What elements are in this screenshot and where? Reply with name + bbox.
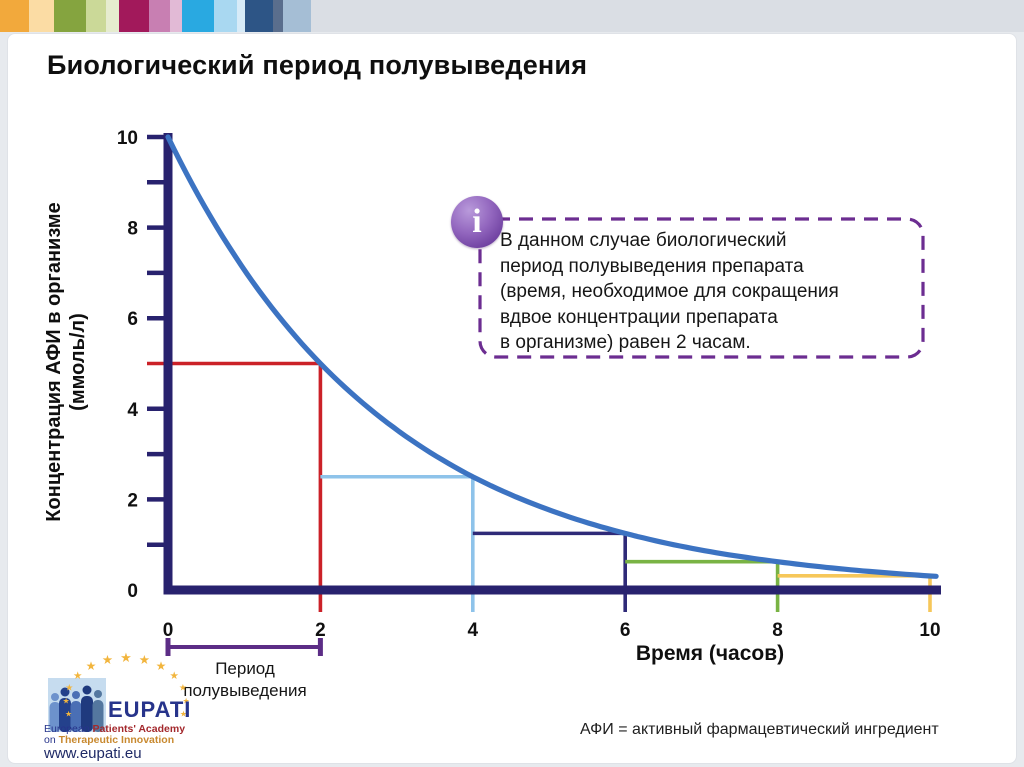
eupati-logo[interactable]: ★ ★ ★ ★ ★ ★ ★ ★ ★ ★ ★ ★ ★ <box>38 652 218 767</box>
x-tick-label: 2 <box>315 620 326 641</box>
logo-star-icon: ★ <box>139 653 150 667</box>
info-line: В данном случае биологический <box>500 230 787 251</box>
y-tick-label: 10 <box>117 128 138 149</box>
info-callout: i В данном случае биологический период п… <box>451 196 925 359</box>
eupati-tagline-2: on Therapeutic Innovation <box>44 734 174 746</box>
accent-block <box>86 0 106 32</box>
half-life-bracket-label: Период полувыведения <box>168 658 322 702</box>
info-line: в организме) равен 2 часам. <box>500 332 751 353</box>
logo-star-icon: ★ <box>169 670 179 682</box>
eupati-tagline-1b: Patients' Academy <box>92 723 186 735</box>
x-tick-label: 10 <box>919 620 940 641</box>
y-tick-label: 8 <box>127 219 138 240</box>
accent-bar-fill <box>311 0 1024 32</box>
y-axis-title: Концентрация АФИ в организме (ммоль/л) <box>42 127 90 597</box>
x-tick-label: 0 <box>163 620 174 641</box>
info-callout-text: В данном случае биологический период пол… <box>500 228 915 356</box>
eupati-logo-wordmark: EUPATI <box>108 697 192 722</box>
logo-star-icon: ★ <box>73 670 83 682</box>
y-axis-title-line1: Концентрация АФИ в организме <box>43 202 65 522</box>
logo-star-icon: ★ <box>182 696 189 705</box>
info-line: период полувыведения препарата <box>500 255 804 277</box>
logo-star-icon: ★ <box>180 709 187 718</box>
accent-block <box>119 0 149 32</box>
logo-star-icon: ★ <box>86 659 97 673</box>
logo-stars-arc: ★★★★★ ★ ★ ★ ★★★★★ <box>62 652 189 718</box>
logo-star-icon: ★ <box>179 683 187 693</box>
logo-star-icon: ★ <box>65 709 72 718</box>
info-icon-glyph: i <box>472 203 482 240</box>
y-tick-label: 6 <box>127 309 138 330</box>
accent-block <box>182 0 214 32</box>
y-axis-title-line2: (ммоль/л) <box>67 313 89 411</box>
accent-block <box>237 0 245 32</box>
accent-block <box>106 0 119 32</box>
bracket-label-line2: полувыведения <box>183 681 307 700</box>
accent-block <box>170 0 182 32</box>
logo-star-icon: ★ <box>65 683 73 693</box>
eupati-logo-graphic: ★★★★★ ★ ★ ★ ★★★★★ <box>48 652 190 732</box>
logo-star-icon: ★ <box>120 652 132 665</box>
x-tick-label: 6 <box>620 620 631 641</box>
footnote: АФИ = активный фармацевтический ингредие… <box>580 721 939 738</box>
info-line: вдвое концентрации препарата <box>500 306 778 328</box>
decay-curve <box>165 134 939 579</box>
logo-star-icon: ★ <box>156 659 167 673</box>
accent-block <box>273 0 283 32</box>
info-line: (время, необходимое для сокращения <box>500 281 839 302</box>
accent-block <box>54 0 86 32</box>
y-tick-label: 0 <box>127 581 138 602</box>
y-tick-label: 2 <box>127 490 138 511</box>
page-title: Биологический период полувыведения <box>47 50 588 80</box>
eupati-tagline-2b: Therapeutic Innovation <box>58 734 175 746</box>
eupati-tagline-1: European Patients' Academy <box>44 723 185 735</box>
accent-block <box>283 0 311 32</box>
info-icon: i <box>451 196 503 248</box>
info-callout-border <box>478 217 925 359</box>
accent-block <box>214 0 237 32</box>
x-axis-title: Время (часов) <box>635 642 785 665</box>
x-tick-label: 4 <box>468 620 479 641</box>
bracket-label-line1: Период <box>215 659 275 678</box>
eupati-url-link[interactable]: www.eupati.eu <box>44 745 142 762</box>
slide-accent-bar <box>0 0 1024 32</box>
accent-block <box>0 0 29 32</box>
eupati-tagline-2a: on <box>44 734 59 746</box>
logo-star-icon: ★ <box>62 696 69 705</box>
logo-people-icon <box>49 685 104 732</box>
accent-block <box>149 0 170 32</box>
x-tick-label: 8 <box>772 620 783 641</box>
y-tick-label: 4 <box>127 400 138 421</box>
accent-block <box>245 0 273 32</box>
logo-star-icon: ★ <box>102 653 113 667</box>
eupati-tagline-1a: European <box>44 723 93 735</box>
accent-block <box>29 0 54 32</box>
